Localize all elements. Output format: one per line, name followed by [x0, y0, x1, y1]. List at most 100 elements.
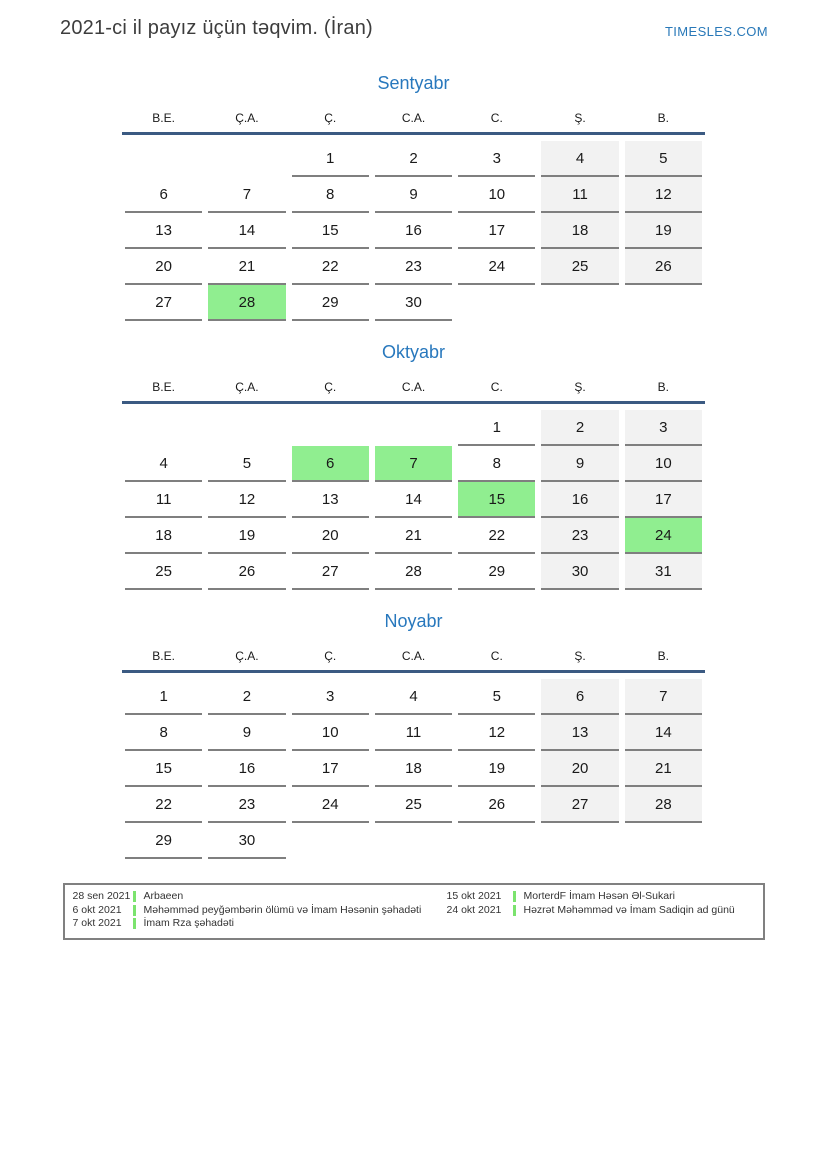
- day-cell-wrap: 1: [455, 410, 538, 446]
- day-cell-wrap: 4: [372, 679, 455, 715]
- weekday-label: Ş.: [574, 649, 586, 663]
- legend-label: MorterdF İmam Həsən Əl-Sukari: [523, 890, 675, 902]
- day-cell-wrap: 3: [622, 410, 705, 446]
- day-cell: 13: [541, 715, 619, 751]
- day-cell: 1: [458, 410, 536, 446]
- day-cell-wrap: 15: [289, 213, 372, 249]
- legend-entry: 6 okt 2021 Məhəmməd peyğəmbərin ölümü və …: [73, 904, 447, 918]
- day-cell-wrap: 28: [372, 554, 455, 590]
- empty-day-cell: [208, 141, 285, 177]
- day-cell-wrap: [205, 410, 288, 446]
- day-cell-wrap: 22: [289, 249, 372, 285]
- day-cell-wrap: 2: [538, 410, 621, 446]
- day-cell: 26: [624, 249, 702, 285]
- weekday-header-row: B.E. Ç.A. Ç. C.A. C. Ş. B.: [122, 111, 705, 135]
- day-cell-wrap: 6: [289, 446, 372, 482]
- weekday-label: Ş.: [574, 111, 586, 125]
- day-cell: 11: [125, 482, 203, 518]
- day-cell: 24: [291, 787, 369, 823]
- day-cell-wrap: [538, 823, 621, 859]
- legend-column: 28 sen 2021 Arbaeen 6 okt 2021 Məhəmməd pey…: [65, 890, 447, 931]
- empty-day-cell: [292, 410, 369, 446]
- day-cell: 29: [458, 554, 536, 590]
- day-cell-wrap: 23: [205, 787, 288, 823]
- day-cell: 17: [624, 482, 702, 518]
- day-cell-wrap: 9: [538, 446, 621, 482]
- weekday-label: C.A.: [401, 111, 426, 125]
- weekday-label: Ç.A.: [235, 111, 259, 125]
- empty-day-cell: [458, 823, 535, 859]
- weekday-label: Ç.A.: [235, 649, 259, 663]
- day-cell-wrap: 17: [289, 751, 372, 787]
- legend-box: 28 sen 2021 Arbaeen 6 okt 2021 Məhəmməd pey…: [62, 883, 765, 940]
- day-cell: 10: [458, 177, 536, 213]
- day-cell: 8: [458, 446, 536, 482]
- day-cell-wrap: 23: [538, 518, 621, 554]
- day-cell-wrap: 10: [289, 715, 372, 751]
- day-cell-wrap: 15: [122, 751, 205, 787]
- weekday-label: Ç.: [324, 649, 337, 663]
- day-cell: 11: [541, 177, 619, 213]
- weekday-label: C.: [490, 111, 503, 125]
- weekday-label: B.E.: [152, 380, 175, 394]
- month-title: Sentyabr: [377, 73, 450, 93]
- day-cell-wrap: 7: [372, 446, 455, 482]
- month-section-oktyabr: Oktyabr B.E. Ç.A. Ç. C.A. C. Ş. B. 1 2 3 4 5 6 7 8 9 10 11…: [122, 342, 705, 590]
- day-cell: 30: [541, 554, 619, 590]
- day-cell: 17: [291, 751, 369, 787]
- day-cell: 29: [125, 823, 203, 859]
- day-cell-wrap: 13: [289, 482, 372, 518]
- legend-color-bar: [512, 904, 516, 916]
- page-title: 2021-ci il payız üçün təqvim. (İran): [60, 17, 373, 39]
- day-cell: 18: [374, 751, 453, 787]
- day-cell-wrap: 13: [538, 715, 621, 751]
- weekday-label: B.E.: [152, 111, 175, 125]
- empty-day-cell: [625, 823, 702, 859]
- day-cell-wrap: 14: [622, 715, 705, 751]
- month-title: Noyabr: [384, 611, 443, 631]
- day-cell-wrap: 21: [372, 518, 455, 554]
- day-cell: 10: [624, 446, 702, 482]
- day-cell: 20: [125, 249, 203, 285]
- day-cell: 21: [208, 249, 286, 285]
- day-cell: 12: [208, 482, 286, 518]
- day-cell-wrap: 2: [372, 141, 455, 177]
- weekday-label: C.: [490, 380, 503, 394]
- day-cell-wrap: 22: [455, 518, 538, 554]
- day-cell: 16: [541, 482, 619, 518]
- brand-link[interactable]: TIMESLES.COM: [664, 24, 768, 39]
- empty-day-cell: [292, 823, 369, 859]
- day-cell: 16: [374, 213, 453, 249]
- day-cell-wrap: [289, 410, 372, 446]
- day-cell: 30: [208, 823, 286, 859]
- day-cell: 2: [374, 141, 453, 177]
- month-grid: 1 2 3 4 5 6 7 8 9 10 11 12 13 14 15 16 17 18 19 20 21 22 23 24 2…: [122, 410, 705, 590]
- day-cell-wrap: 3: [289, 679, 372, 715]
- weekday-label: B.: [657, 380, 670, 394]
- legend-date: 28 sen 2021: [72, 890, 131, 902]
- day-cell: 19: [208, 518, 286, 554]
- day-cell: 22: [125, 787, 203, 823]
- legend-label: Arbaeen: [143, 890, 184, 902]
- day-cell: 7: [374, 446, 453, 482]
- day-cell: 2: [208, 679, 286, 715]
- day-cell: 6: [291, 446, 369, 482]
- day-cell-wrap: [372, 410, 455, 446]
- day-cell-wrap: 5: [205, 446, 288, 482]
- day-cell-wrap: [289, 823, 372, 859]
- day-cell: 9: [208, 715, 286, 751]
- day-cell-wrap: 28: [622, 787, 705, 823]
- day-cell: 14: [374, 482, 453, 518]
- day-cell-wrap: 29: [455, 554, 538, 590]
- day-cell: 13: [291, 482, 369, 518]
- day-cell: 13: [125, 213, 203, 249]
- legend-entry: 7 okt 2021 İmam Rza şəhadəti: [73, 917, 447, 931]
- day-cell: 21: [374, 518, 453, 554]
- day-cell-wrap: 17: [455, 213, 538, 249]
- day-cell: 28: [208, 285, 286, 321]
- day-cell-wrap: 29: [289, 285, 372, 321]
- legend-label: İmam Rza şəhadəti: [143, 917, 234, 929]
- day-cell: 4: [541, 141, 619, 177]
- day-cell: 6: [125, 177, 203, 213]
- day-cell-wrap: 15: [455, 482, 538, 518]
